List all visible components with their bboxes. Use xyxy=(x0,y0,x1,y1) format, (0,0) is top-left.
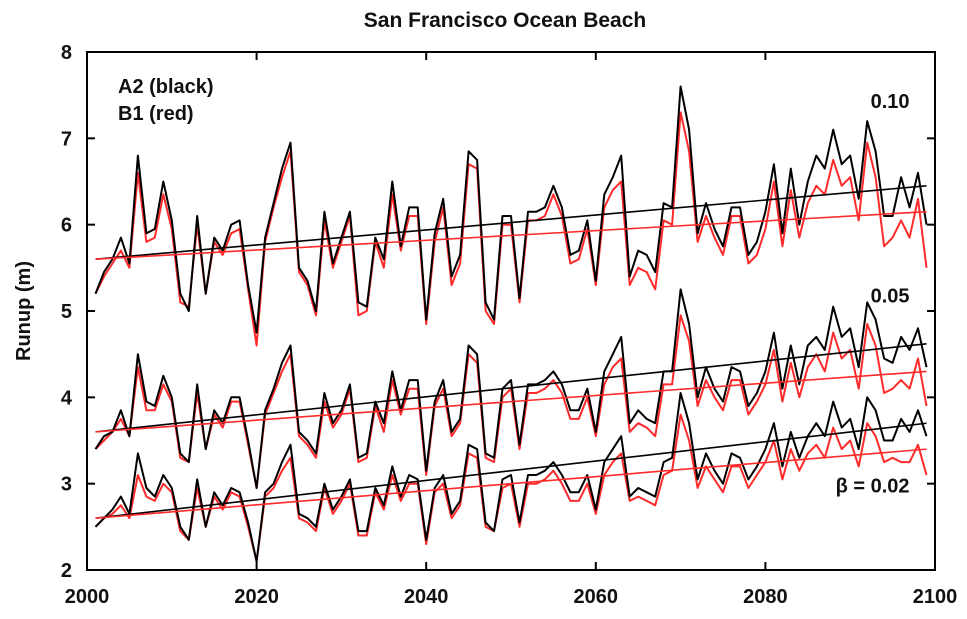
series-line-0-05-b1 xyxy=(94,314,928,489)
series-line-0-05-a2 xyxy=(94,288,928,489)
y-tick-label: 6 xyxy=(61,215,72,237)
axes: 2000 2020 2040 2060 2080 2100 2 3 4 5 6 7 8 xyxy=(61,42,957,608)
series-line-0-02-a2 xyxy=(94,392,928,563)
trend-line-0-02-b1 xyxy=(95,448,927,519)
x-tick-label: 2020 xyxy=(234,586,279,608)
x-tick-label: 2000 xyxy=(65,586,110,608)
trend-line-0-05-a2 xyxy=(95,343,927,433)
y-tick-label: 4 xyxy=(61,387,73,409)
legend-entry-b1: B1 (red) xyxy=(118,103,194,125)
series-line-0-02-b1 xyxy=(94,413,928,563)
annotation-0-05: 0.05 xyxy=(871,285,910,307)
plot-area xyxy=(94,85,928,563)
x-tick-label: 2060 xyxy=(574,586,619,608)
x-tick-label: 2080 xyxy=(743,586,788,608)
trend-line-0-10-a2 xyxy=(95,185,927,260)
trend-line-0-02-a2 xyxy=(95,422,927,519)
annotation-0-10: 0.10 xyxy=(871,91,910,113)
x-tick-label: 2040 xyxy=(404,586,449,608)
annotations: 0.10 0.05 β = 0.02 xyxy=(836,91,910,497)
chart-title: San Francisco Ocean Beach xyxy=(364,9,646,32)
trend-line-0-10-b1 xyxy=(95,210,927,260)
y-tick-label: 3 xyxy=(61,474,72,496)
series-line-0-10-b1 xyxy=(94,111,928,347)
series-line-0-10-a2 xyxy=(94,85,928,334)
y-axis-label: Runup (m) xyxy=(13,261,35,361)
y-tick-label: 7 xyxy=(61,128,72,150)
y-tick-label: 5 xyxy=(61,301,72,323)
x-tick-label: 2100 xyxy=(913,586,958,608)
y-tick-label: 2 xyxy=(61,560,72,582)
trend-line-0-05-b1 xyxy=(95,370,927,433)
annotation-0-02: β = 0.02 xyxy=(836,475,910,497)
legend-entry-a2: A2 (black) xyxy=(118,76,214,98)
y-tick-label: 8 xyxy=(61,42,72,64)
